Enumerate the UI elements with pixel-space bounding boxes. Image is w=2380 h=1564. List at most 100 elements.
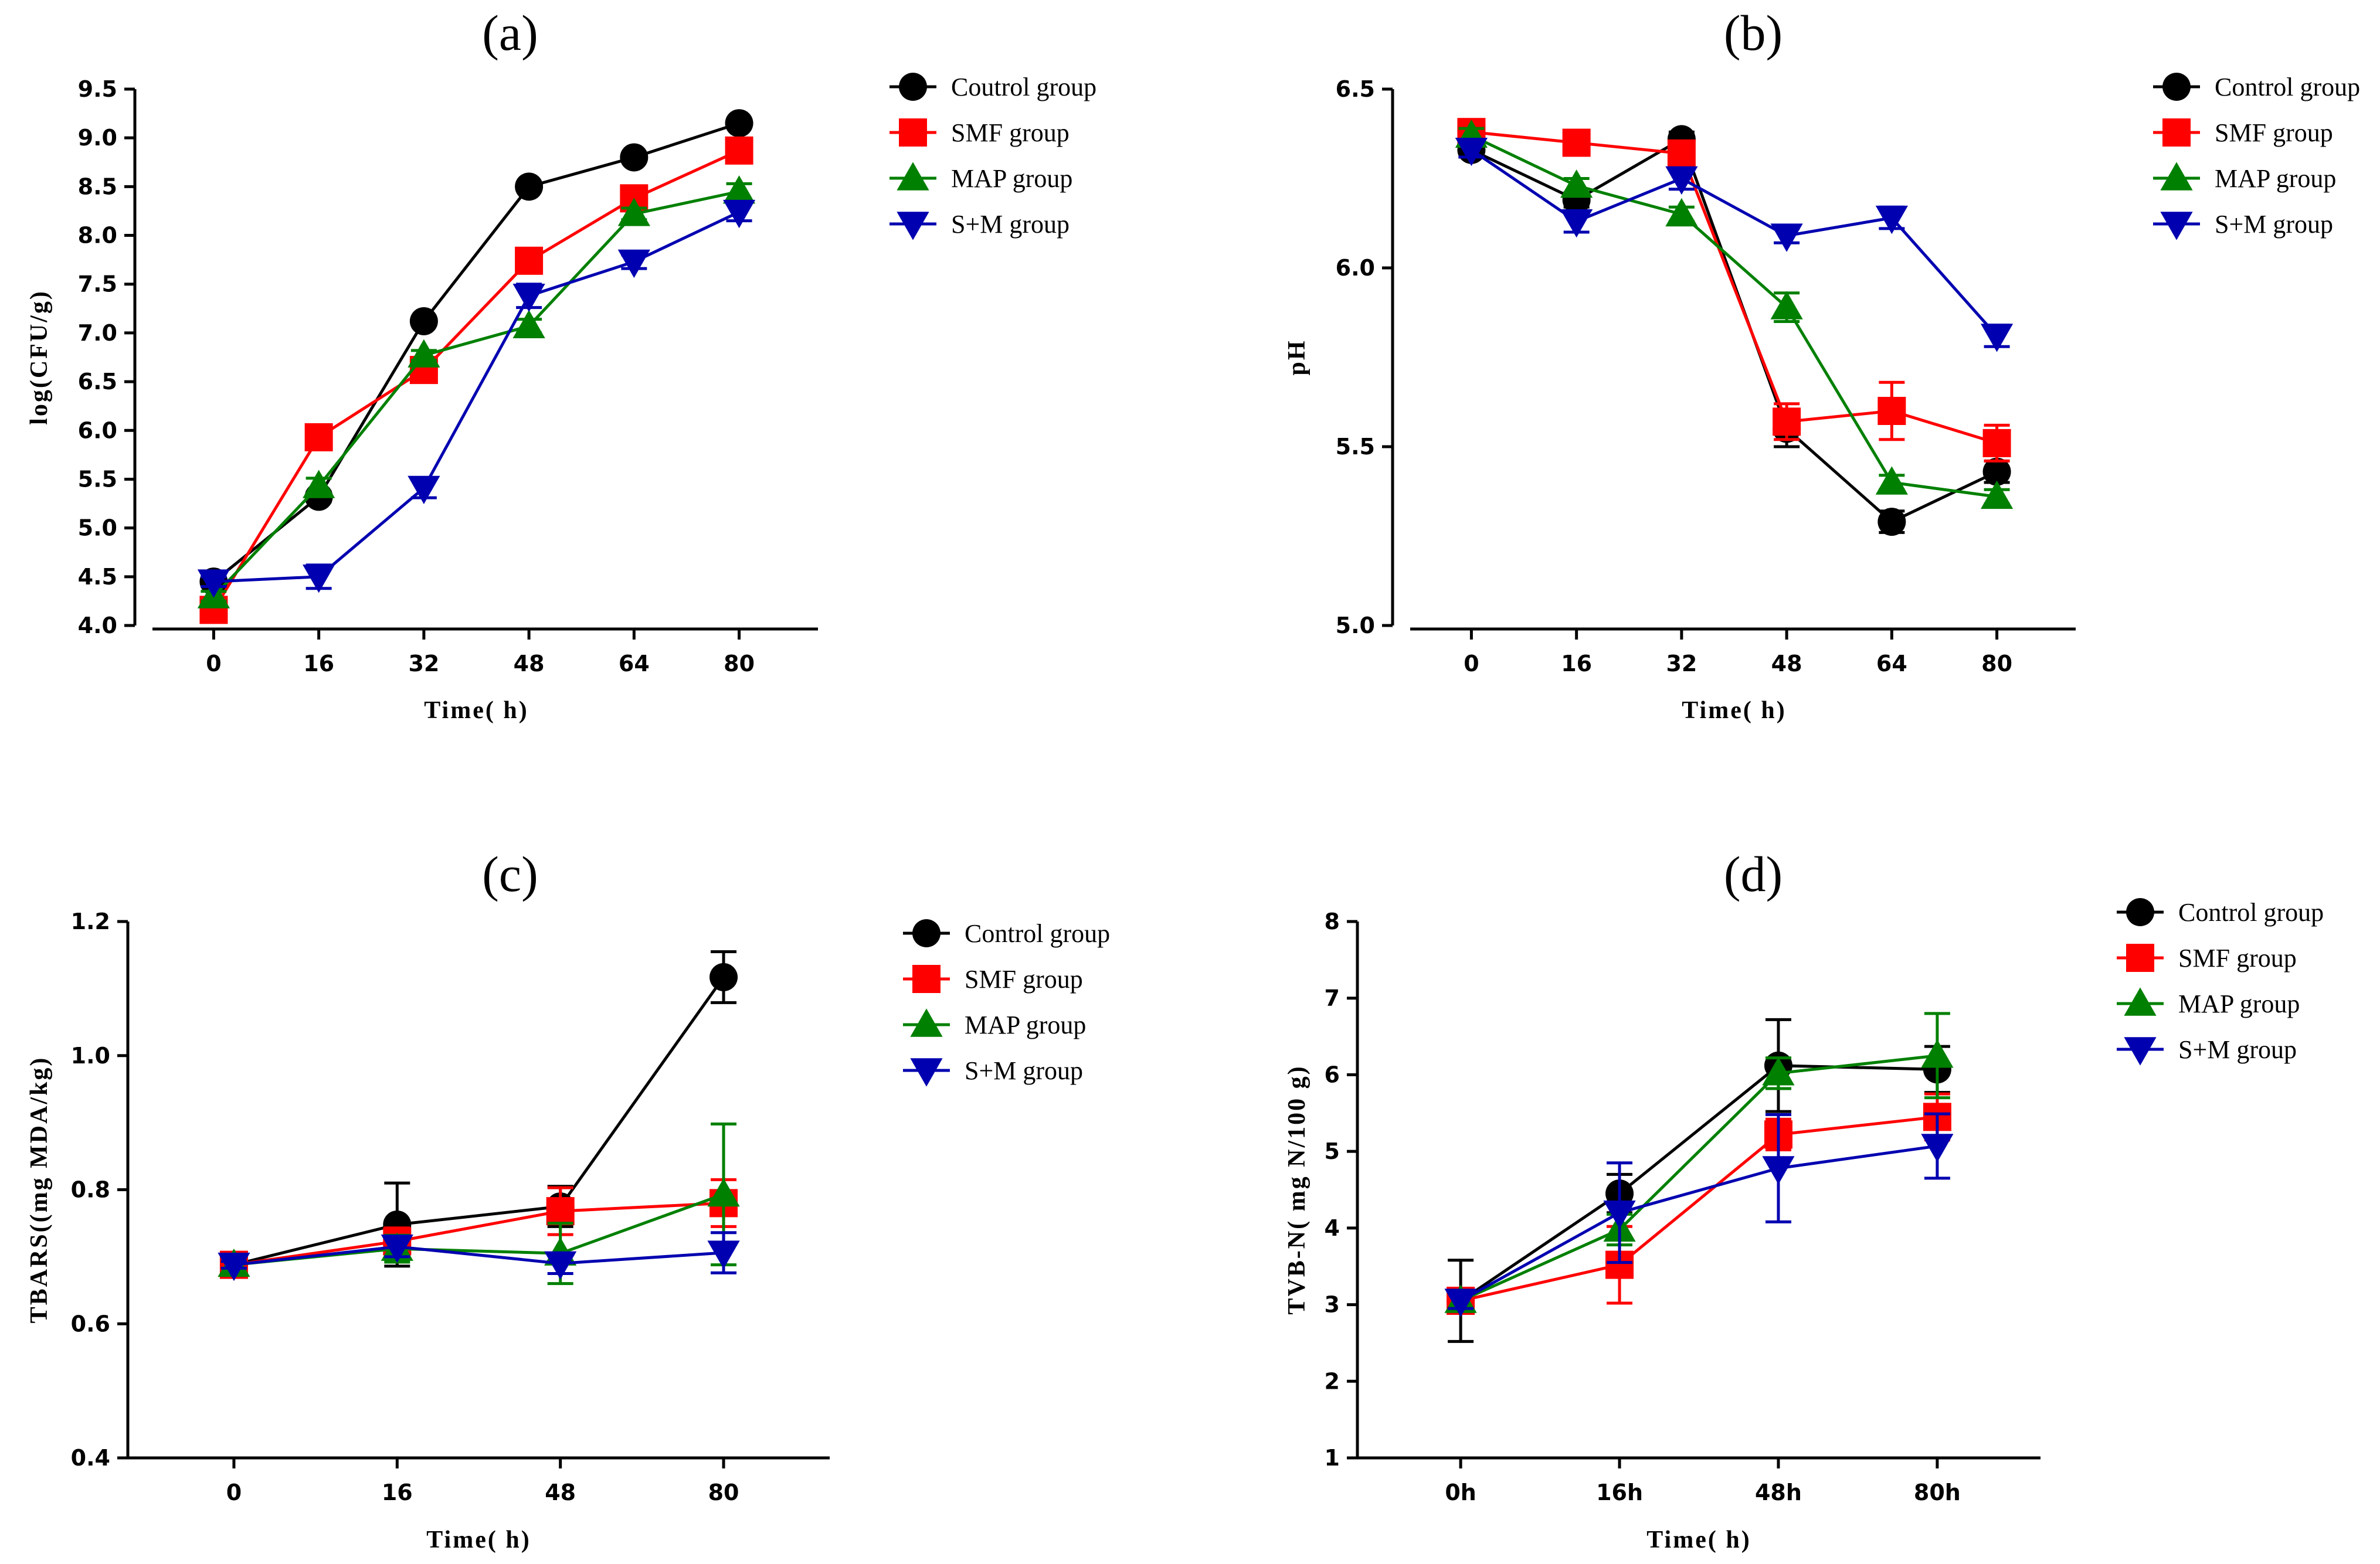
- y-axis-title: pH: [1284, 339, 1310, 375]
- legend-label: S+M group: [2215, 210, 2333, 239]
- y-tick-label: 0.4: [71, 1445, 110, 1471]
- legend-marker-map: [2160, 162, 2193, 191]
- data-point-smf: [725, 136, 753, 165]
- data-point-map: [1560, 169, 1593, 198]
- x-tick-label: 80h: [1914, 1480, 1961, 1505]
- series-line-map: [1471, 134, 1997, 498]
- legend-marker-smf: [2126, 944, 2154, 972]
- data-point-smf: [1773, 407, 1801, 436]
- data-point-sm: [381, 1235, 413, 1263]
- x-tick-label: 32: [408, 651, 439, 676]
- y-tick-label: 9.5: [78, 76, 117, 102]
- data-point-map: [1665, 198, 1698, 227]
- panel-b-ph: (b) 5.0 5.5 6.0 6.5 0 16 32 48 64 80 Time( h) pH Cont…: [1284, 5, 2360, 724]
- data-point-sm: [544, 1251, 577, 1280]
- data-point-control: [515, 172, 544, 201]
- data-point-map: [1762, 1057, 1795, 1086]
- series-sm: [1455, 138, 2014, 352]
- y-tick-label: 1.0: [71, 1043, 110, 1069]
- data-point-map: [1875, 466, 1908, 495]
- data-point-control: [1982, 457, 2011, 486]
- x-tick-label: 32: [1666, 651, 1697, 676]
- legend-label: MAP group: [2215, 164, 2336, 193]
- legend-label: SMF group: [951, 118, 1070, 147]
- legend: Coutrol group SMF group MAP group S+M group: [889, 73, 1096, 240]
- legend-label: Coutrol group: [951, 73, 1096, 101]
- data-point-sm: [1665, 166, 1698, 195]
- data-point-map: [722, 175, 756, 204]
- y-tick-label: 4.0: [78, 613, 117, 638]
- y-tick-label: 6: [1325, 1062, 1340, 1087]
- data-point-sm: [1560, 209, 1593, 238]
- data-point-sm: [408, 475, 440, 505]
- series-smf: [199, 136, 753, 624]
- data-point-sm: [1603, 1201, 1636, 1229]
- series-map: [197, 175, 756, 608]
- y-tick-label: 8.5: [78, 174, 117, 199]
- x-tick-label: 16: [1561, 651, 1592, 676]
- series-line-smf: [212, 149, 740, 611]
- legend-label: Control group: [965, 919, 1110, 948]
- data-point-smf: [1877, 397, 1906, 425]
- legend-label: SMF group: [2178, 944, 2297, 973]
- x-tick-label: 48: [545, 1480, 576, 1505]
- data-point-map: [303, 470, 335, 498]
- series-line-map: [1460, 1054, 1938, 1303]
- y-axis-title: TBARS((mg MDA/kg): [26, 1056, 53, 1324]
- legend-marker-sm: [897, 212, 929, 240]
- data-point-sm: [1921, 1134, 1954, 1162]
- y-tick-label: 9.0: [78, 125, 117, 151]
- data-point-control: [725, 109, 753, 138]
- series-line-control: [233, 976, 725, 1267]
- data-point-sm: [707, 1240, 740, 1269]
- x-tick-label: 16h: [1596, 1480, 1643, 1505]
- series-line-sm: [213, 210, 740, 583]
- legend-marker-smf: [899, 118, 927, 147]
- x-tick-label: 80: [724, 651, 755, 676]
- legend-label: Control group: [2215, 73, 2360, 101]
- series-line-control: [1459, 1064, 1937, 1303]
- data-point-control: [620, 143, 649, 172]
- legend: Control group SMF group MAP group S+M group: [903, 919, 1110, 1087]
- legend: Control group SMF group MAP group S+M group: [2117, 898, 2324, 1066]
- series-control: [219, 950, 738, 1279]
- legend-label: SMF group: [2215, 118, 2333, 147]
- y-tick-label: 4: [1325, 1215, 1340, 1241]
- legend-marker-control: [899, 73, 927, 101]
- legend-marker-smf: [912, 965, 941, 993]
- series-line-map: [212, 190, 740, 597]
- y-tick-label: 7.0: [78, 320, 117, 346]
- y-tick-label: 7.5: [78, 271, 117, 297]
- y-tick-label: 3: [1325, 1292, 1340, 1318]
- panel-a-microbial-count: (a) 4.0 4.5 5.0 5.5 6.0 6.5 7.0 7.5 8.0 8.5 9.0 9.5 0…: [26, 5, 1096, 724]
- legend-marker-control: [2162, 73, 2191, 101]
- legend-marker-map: [897, 162, 929, 191]
- y-tick-label: 6.0: [78, 417, 117, 443]
- legend-marker-control: [912, 919, 941, 947]
- data-point-control: [709, 963, 738, 991]
- series-line-sm: [233, 1245, 724, 1267]
- legend-label: MAP group: [2178, 990, 2300, 1018]
- series-smf: [219, 1178, 738, 1279]
- x-tick-label: 64: [619, 651, 650, 676]
- x-axis-title: Time( h): [426, 1526, 531, 1553]
- data-point-sm: [303, 565, 335, 593]
- legend-marker-map: [2124, 987, 2157, 1016]
- chart-title: (c): [482, 846, 538, 902]
- data-point-smf: [1982, 429, 2011, 457]
- series-control: [1447, 1018, 1951, 1343]
- x-axis-title: Time( h): [1646, 1526, 1751, 1553]
- series-sm: [197, 199, 756, 598]
- y-tick-label: 5.5: [1336, 434, 1375, 460]
- series-line-control: [212, 121, 740, 583]
- data-point-sm: [617, 249, 650, 278]
- data-point-smf: [1667, 139, 1696, 168]
- x-tick-label: 0: [1464, 651, 1479, 676]
- data-point-map: [1980, 480, 2014, 509]
- data-point-sm: [197, 569, 230, 598]
- x-tick-label: 80: [1981, 651, 2012, 676]
- series-smf: [1447, 1092, 1951, 1315]
- data-point-sm: [1875, 205, 1908, 234]
